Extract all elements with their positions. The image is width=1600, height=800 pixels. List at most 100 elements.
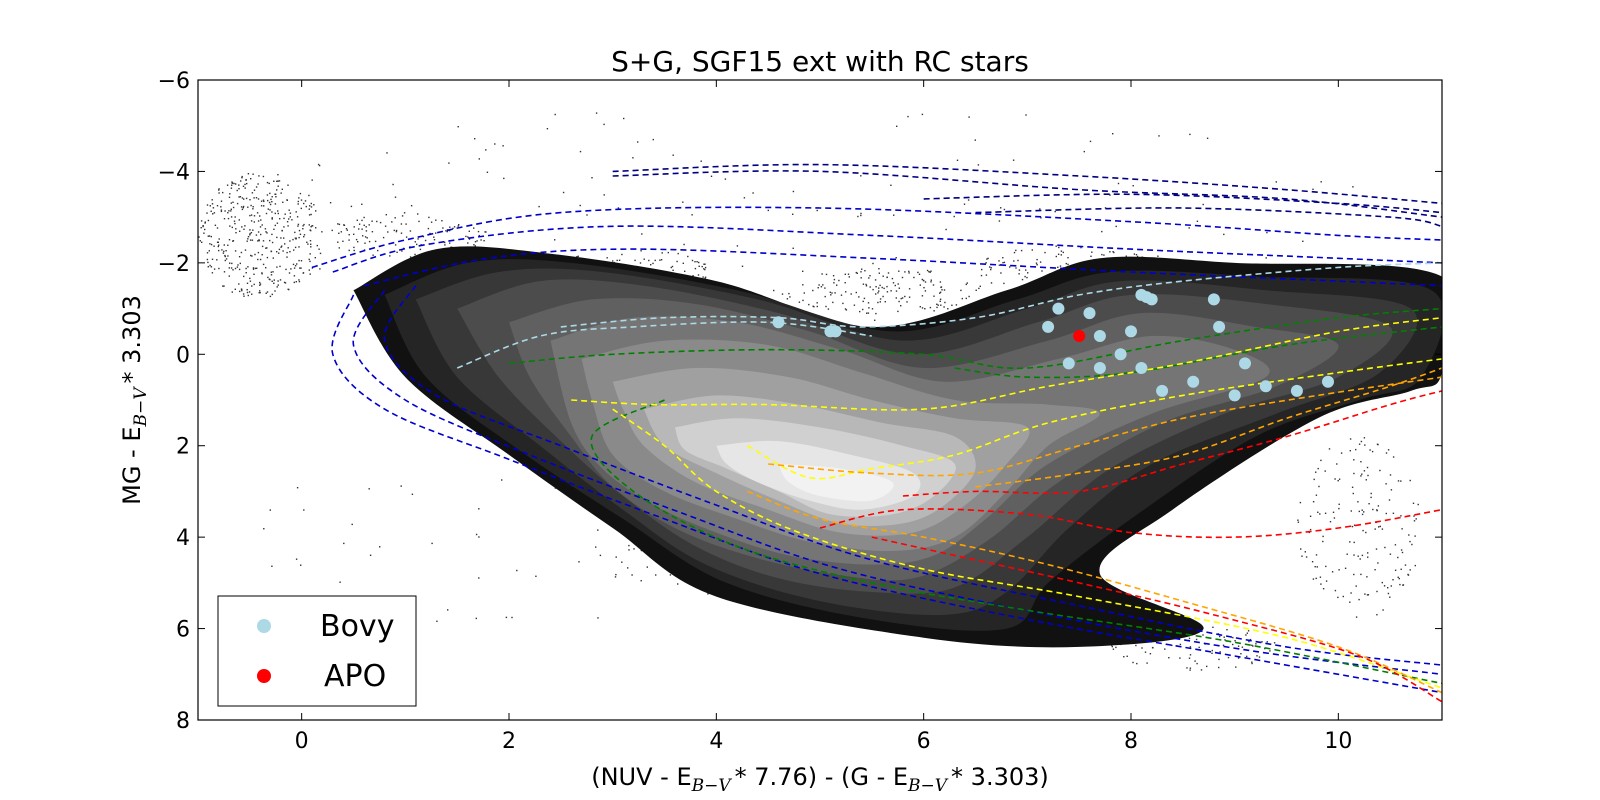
- background-star-dot: [368, 488, 370, 490]
- background-star-dot: [483, 240, 485, 242]
- background-star-dot: [859, 310, 861, 313]
- background-star-dot: [315, 227, 317, 229]
- background-star-dot: [1394, 569, 1397, 571]
- background-star-dot: [1409, 569, 1411, 571]
- background-star-dot: [244, 225, 246, 227]
- background-star-dot: [1188, 637, 1191, 640]
- background-star-dot: [206, 252, 209, 254]
- background-star-dot: [279, 265, 281, 268]
- background-star-dot: [1316, 566, 1318, 568]
- background-star-dot: [924, 308, 926, 310]
- background-star-dot: [597, 617, 599, 619]
- background-star-dot: [292, 263, 295, 266]
- background-star-dot: [1309, 528, 1312, 531]
- background-star-dot: [908, 288, 911, 290]
- background-star-dot: [267, 199, 269, 202]
- background-star-dot: [886, 285, 888, 288]
- background-star-dot: [269, 295, 272, 298]
- background-star-dot: [743, 197, 746, 199]
- background-star-dot: [212, 213, 214, 215]
- background-star-dot: [281, 229, 283, 232]
- background-star-dot: [299, 192, 302, 195]
- background-star-dot: [276, 222, 279, 224]
- background-star-dot: [978, 287, 980, 290]
- background-star-dot: [251, 239, 254, 241]
- background-star-dot: [591, 177, 593, 179]
- background-star-dot: [273, 282, 275, 284]
- background-star-dot: [433, 236, 435, 238]
- background-star-dot: [1394, 544, 1397, 546]
- background-star-dot: [1385, 512, 1387, 515]
- background-star-dot: [1232, 643, 1234, 646]
- background-star-dot: [554, 239, 556, 241]
- background-star-dot: [872, 288, 874, 291]
- background-star-dot: [253, 215, 256, 217]
- background-star-dot: [365, 230, 368, 232]
- background-star-dot: [884, 301, 886, 303]
- background-star-dot: [236, 189, 238, 192]
- background-star-dot: [813, 306, 815, 308]
- rc-star-points: [772, 288, 1334, 402]
- background-star-dot: [256, 267, 258, 269]
- x-tick-label: 2: [502, 729, 516, 754]
- background-star-dot: [867, 312, 870, 314]
- background-star-dot: [253, 273, 255, 275]
- background-star-dot: [478, 536, 480, 538]
- x-tick-label: 8: [1124, 729, 1138, 754]
- background-star-dot: [838, 279, 840, 282]
- background-star-dot: [830, 294, 832, 296]
- background-star-dot: [338, 223, 341, 226]
- background-star-dot: [1377, 505, 1380, 507]
- background-star-dot: [228, 267, 230, 269]
- background-star-dot: [207, 219, 210, 222]
- background-star-dot: [232, 201, 234, 203]
- background-star-dot: [1387, 587, 1389, 589]
- background-star-dot: [300, 207, 302, 210]
- background-star-dot: [417, 238, 419, 240]
- background-star-dot: [252, 267, 255, 269]
- background-star-dot: [227, 255, 229, 257]
- background-star-dot: [245, 197, 248, 200]
- background-star-dot: [302, 225, 304, 227]
- background-star-dot: [276, 180, 278, 182]
- background-star-dot: [1224, 639, 1226, 641]
- background-star-dot: [393, 229, 395, 232]
- background-star-dot: [866, 312, 868, 314]
- background-star-dot: [348, 239, 350, 241]
- background-star-dot: [1171, 644, 1173, 647]
- background-star-dot: [318, 164, 321, 167]
- background-star-dot: [998, 264, 1001, 266]
- x-tick-label: 0: [295, 729, 309, 754]
- background-star-dot: [228, 210, 230, 212]
- background-star-dot: [216, 227, 219, 229]
- background-star-dot: [929, 271, 931, 273]
- background-star-dot: [249, 232, 251, 235]
- background-star-dot: [273, 228, 275, 230]
- background-star-dot: [249, 239, 252, 241]
- background-star-dot: [1237, 657, 1240, 659]
- rc-star-point-bovy: [1125, 325, 1137, 338]
- background-star-dot: [1234, 640, 1236, 642]
- background-star-dot: [1211, 652, 1213, 654]
- background-star-dot: [1218, 658, 1220, 661]
- isochrone-track: [954, 326, 1442, 379]
- background-star-dot: [1091, 251, 1093, 253]
- background-star-dot: [1318, 485, 1320, 488]
- background-star-dot: [361, 228, 363, 230]
- background-star-dot: [340, 231, 342, 233]
- background-star-dot: [789, 296, 791, 298]
- background-star-dot: [860, 277, 862, 279]
- background-star-dot: [272, 271, 274, 273]
- background-star-dot: [877, 292, 879, 294]
- background-star-dot: [337, 223, 339, 225]
- background-star-dot: [308, 269, 310, 271]
- background-star-dot: [245, 267, 247, 270]
- background-star-dot: [290, 268, 292, 270]
- background-star-dot: [236, 202, 239, 205]
- background-star-dot: [967, 199, 970, 201]
- background-star-dot: [1149, 653, 1152, 655]
- background-star-dot: [261, 245, 264, 248]
- background-star-dot: [270, 271, 272, 273]
- background-star-dot: [1351, 525, 1354, 528]
- background-star-dot: [236, 266, 239, 268]
